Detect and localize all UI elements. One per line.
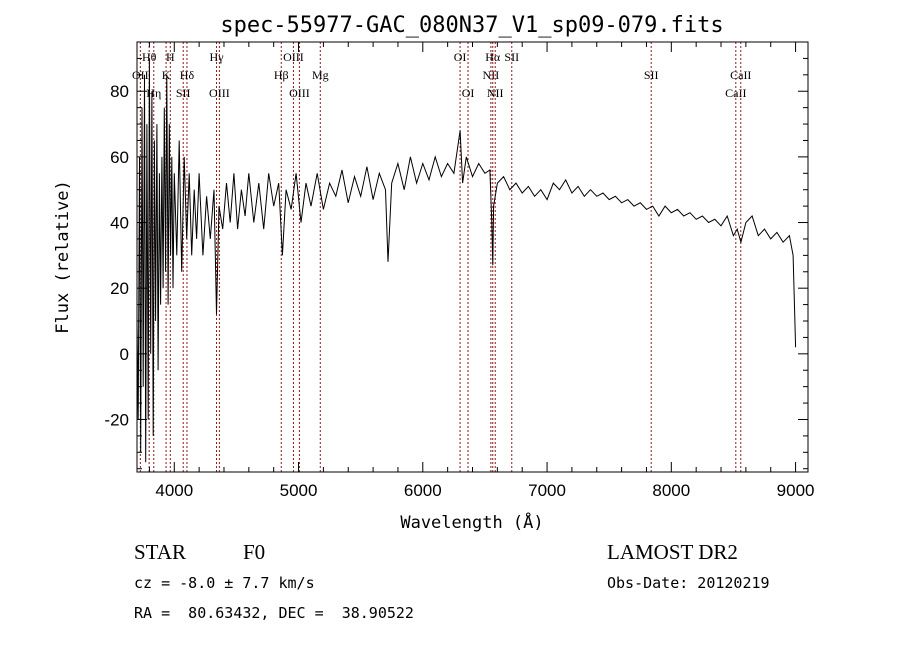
x-tick-label: 9000: [777, 481, 815, 500]
spectral-line-label: OI: [462, 86, 475, 100]
y-tick-label: 20: [110, 279, 129, 298]
x-axis-label: Wavelength (Å): [400, 511, 543, 533]
axis-ticks: 4000 5000 6000 7000 8000 9000 -20 0 20 40 60 80: [104, 41, 815, 500]
y-tick-label: -20: [104, 410, 129, 429]
spectral-line-label: Hγ: [210, 50, 225, 64]
spectral-line-label: OIII: [289, 86, 310, 100]
x-tick-label: 6000: [404, 481, 442, 500]
plot-frame: [136, 41, 809, 473]
spectral-line-label: NII: [483, 68, 500, 82]
redshift-cz: cz = -8.0 ± 7.7 km/s: [134, 574, 315, 592]
spectral-line-label: H: [166, 50, 175, 64]
spectral-line-label: Hθ: [142, 50, 157, 64]
ra-dec: RA = 80.63432, DEC = 38.90522: [134, 604, 414, 622]
spectral-line-label: OIII: [209, 86, 230, 100]
y-tick-label: 0: [120, 345, 129, 364]
object-subclass: F0: [243, 540, 266, 564]
spectral-line-label: Mg: [312, 68, 329, 82]
spectral-line-label: OIII: [283, 50, 304, 64]
x-tick-label: 4000: [155, 481, 193, 500]
y-tick-label: 80: [110, 82, 129, 101]
spectral-line-label: SII: [504, 50, 519, 64]
survey-name: LAMOST DR2: [607, 540, 738, 564]
spectral-line-markers: OIIHθHηKHSIIHδHγOIIIHβOIIIOIIIMgOIOINIIH…: [132, 42, 751, 472]
spectral-line-label: OI: [454, 50, 467, 64]
obs-date: Obs-Date: 20120219: [607, 574, 770, 592]
y-axis-label: Flux (relative): [53, 180, 73, 334]
y-tick-label: 40: [110, 214, 129, 233]
spectral-line-label: NII: [487, 86, 504, 100]
spectral-line-label: K: [162, 68, 171, 82]
spectral-line-label: CaII: [730, 68, 751, 82]
x-tick-label: 8000: [652, 481, 690, 500]
spectral-line-label: Hδ: [180, 68, 195, 82]
x-tick-label: 7000: [528, 481, 566, 500]
spectral-line-label: SII: [644, 68, 659, 82]
spectral-line-label: CaII: [725, 86, 746, 100]
spectral-line-label: Hβ: [274, 68, 289, 82]
y-tick-label: 60: [110, 148, 129, 167]
spectral-line-label: Hα: [485, 50, 501, 64]
chart-title: spec-55977-GAC_080N37_V1_sp09-079.fits: [220, 13, 723, 38]
spectral-line-label: SII: [176, 86, 191, 100]
object-class: STAR: [134, 540, 186, 564]
spectral-line-label: Hη: [146, 86, 161, 100]
x-tick-label: 5000: [280, 481, 318, 500]
spectrum-line: [136, 58, 797, 463]
